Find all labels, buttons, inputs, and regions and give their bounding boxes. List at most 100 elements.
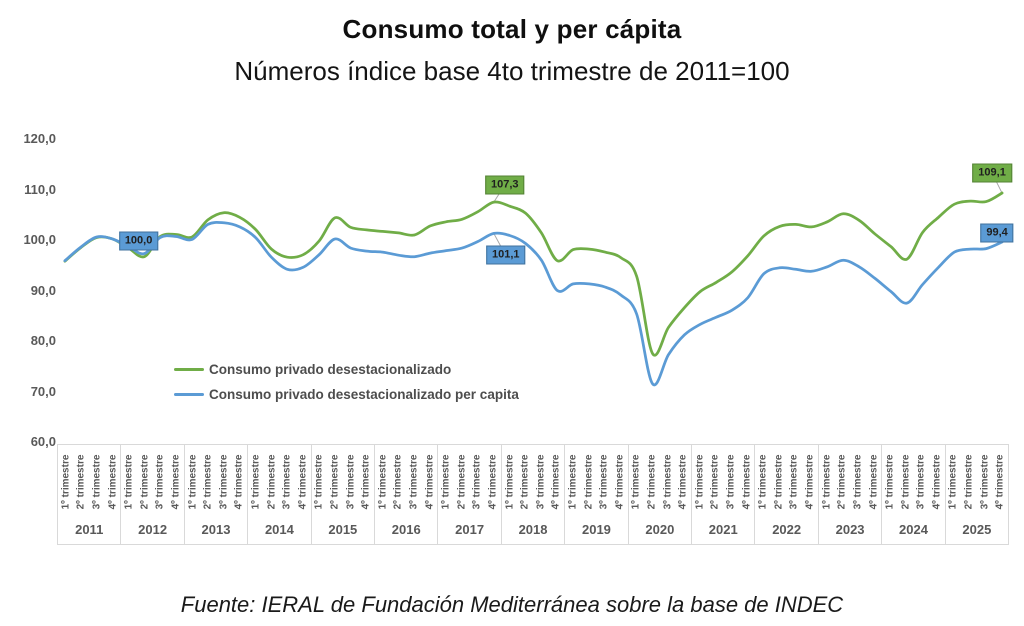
quarter-row: 1º trimestre 2º trimestre 3º trimestre 4º t… [185,445,247,519]
quarter-tick: 3º trimestre [977,445,993,519]
quarter-tick: 4º trimestre [802,445,818,519]
quarter-row: 1º trimestre 2º trimestre 3º trimestre 4º t… [312,445,374,519]
quarter-tick: 3º trimestre [914,445,930,519]
quarter-row: 1º trimestre 2º trimestre 3º trimestre 4º t… [248,445,310,519]
quarter-tick: 3º trimestre [723,445,739,519]
quarter-label: 1º trimestre [313,454,325,510]
legend-line-swatch-total [174,368,204,371]
quarter-label: 3º trimestre [915,454,927,510]
quarter-row: 1º trimestre 2º trimestre 3º trimestre 4º t… [629,445,691,519]
y-tick-label: 70,0 [30,383,56,399]
quarter-tick: 2º trimestre [454,445,470,519]
quarter-tick: 3º trimestre [596,445,612,519]
quarter-tick: 1º trimestre [312,445,328,519]
quarter-tick: 1º trimestre [692,445,708,519]
quarter-label: 1º trimestre [123,454,135,510]
quarter-tick: 4º trimestre [549,445,565,519]
quarter-label: 4º trimestre [614,454,626,510]
quarter-tick: 1º trimestre [565,445,581,519]
year-label: 2021 [708,522,738,537]
year-cell: 1º trimestre 2º trimestre 3º trimestre 4º t… [437,445,500,544]
quarter-label: 4º trimestre [868,454,879,510]
quarter-tick: 2º trimestre [327,445,343,519]
x-axis: 1º trimestre 2º trimestre 3º trimestre 4º t… [57,444,1009,545]
quarter-tick: 1º trimestre [502,445,518,519]
year-cell: 1º trimestre 2º trimestre 3º trimestre 4º t… [500,445,564,544]
y-tick-label: 60,0 [30,434,56,449]
quarter-label: 1º trimestre [440,454,452,510]
quarter-label: 1º trimestre [567,454,579,510]
quarter-label: 4º trimestre [297,454,309,510]
data-label-total: 109,1 [972,163,1012,183]
quarter-tick: 4º trimestre [358,445,374,519]
quarter-label: 4º trimestre [550,454,562,510]
year-label: 2025 [962,522,992,537]
quarter-tick: 2º trimestre [834,445,850,519]
quarter-label: 2º trimestre [202,454,214,510]
quarter-tick: 2º trimestre [517,445,533,519]
quarter-tick: 3º trimestre [89,445,105,519]
quarter-tick: 2º trimestre [391,445,407,519]
quarter-tick: 1º trimestre [946,445,962,519]
quarter-row: 1º trimestre 2º trimestre 3º trimestre 4º t… [755,445,817,519]
quarter-tick: 1º trimestre [248,445,264,519]
quarter-label: 3º trimestre [91,454,103,510]
data-label-per_capita: 100,0 [118,231,159,251]
quarter-row: 1º trimestre 2º trimestre 3º trimestre 4º t… [692,445,754,519]
quarter-label: 4º trimestre [360,454,372,510]
year-cell: 1º trimestre 2º trimestre 3º trimestre 4º t… [247,445,310,544]
quarter-tick: 1º trimestre [882,445,898,519]
year-label: 2017 [455,522,485,537]
data-label-per_capita: 101,1 [486,245,526,265]
quarter-label: 2º trimestre [709,454,721,510]
y-tick-label: 120,0 [23,131,56,146]
year-label: 2019 [581,522,611,537]
y-tick-label: 110,0 [24,181,56,197]
quarter-label: 3º trimestre [725,454,737,510]
quarter-tick: 4º trimestre [739,445,755,519]
quarter-label: 3º trimestre [154,454,166,510]
quarter-label: 2º trimestre [583,454,595,510]
quarter-tick: 1º trimestre [121,445,137,519]
legend-item-total: Consumo privado desestacionalizado [174,357,519,382]
quarter-tick: 4º trimestre [993,445,1009,519]
series-line-per_capita [63,221,1004,387]
quarter-row: 1º trimestre 2º trimestre 3º trimestre 4º t… [946,445,1008,519]
quarter-label: 2º trimestre [456,454,468,510]
legend-label: Consumo privado desestacionalizado [209,362,452,377]
year-cell: 1º trimestre 2º trimestre 3º trimestre 4º t… [58,445,120,544]
quarter-tick: 1º trimestre [755,445,771,519]
quarter-label: 1º trimestre [250,454,262,510]
quarter-tick: 2º trimestre [708,445,724,519]
year-label: 2023 [835,522,865,537]
year-label: 2014 [264,522,294,537]
quarter-tick: 3º trimestre [153,445,169,519]
quarter-label: 3º trimestre [345,454,357,510]
quarter-label: 4º trimestre [107,454,119,510]
year-label: 2016 [391,522,421,537]
quarter-tick: 3º trimestre [787,445,803,519]
quarter-row: 1º trimestre 2º trimestre 3º trimestre 4º t… [121,445,183,519]
quarter-tick: 2º trimestre [961,445,977,519]
quarter-tick: 2º trimestre [581,445,597,519]
quarter-label: 3º trimestre [408,454,420,510]
chart-subtitle: Números índice base 4to trimestre de 201… [234,56,790,86]
year-label: 2020 [645,522,675,537]
year-cell: 1º trimestre 2º trimestre 3º trimestre 4º t… [627,445,691,544]
quarter-label: 2º trimestre [836,454,848,510]
quarter-label: 1º trimestre [504,454,516,510]
year-cell: 1º trimestre 2º trimestre 3º trimestre 4º t… [374,445,437,544]
quarter-label: 4º trimestre [170,454,182,510]
quarter-label: 2º trimestre [329,454,341,510]
quarter-label: 2º trimestre [963,454,975,510]
year-cell: 1º trimestre 2º trimestre 3º trimestre 4º t… [944,445,1008,544]
quarter-row: 1º trimestre 2º trimestre 3º trimestre 4º t… [502,445,564,519]
year-cell: 1º trimestre 2º trimestre 3º trimestre 4º t… [881,445,944,544]
year-label: 2018 [518,522,548,537]
quarter-tick: 4º trimestre [168,445,184,519]
year-cell: 1º trimestre 2º trimestre 3º trimestre 4º t… [183,445,247,544]
quarter-label: 4º trimestre [994,454,1006,510]
quarter-label: 3º trimestre [852,454,864,510]
quarter-label: 1º trimestre [884,454,896,510]
quarter-row: 1º trimestre 2º trimestre 3º trimestre 4º t… [438,445,500,519]
